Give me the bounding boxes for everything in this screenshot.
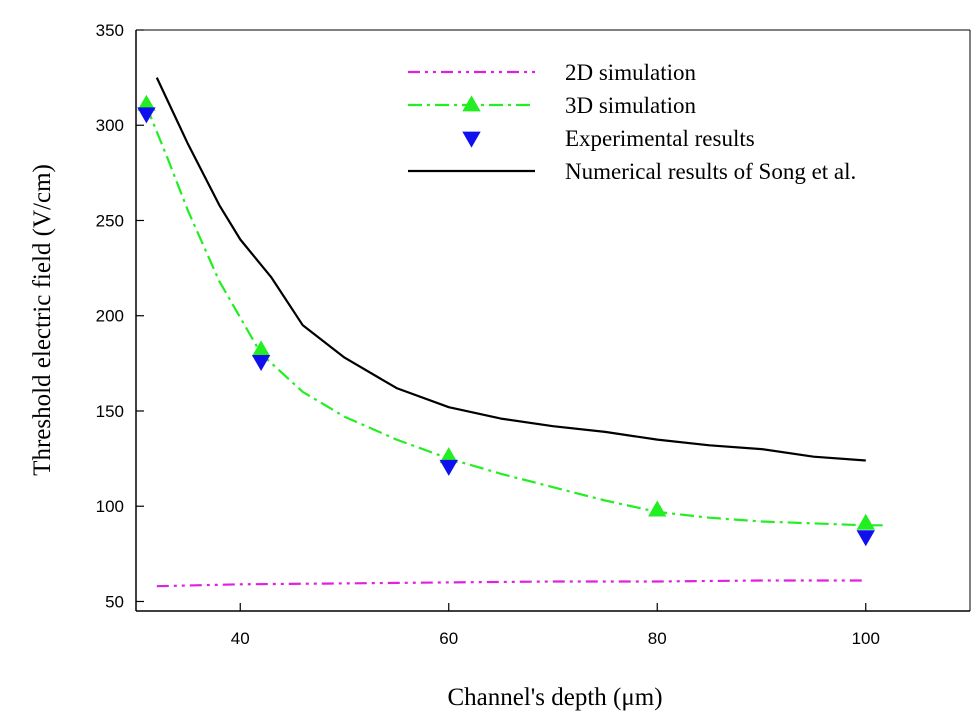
data-point-triangle-up [856,513,875,530]
legend: 2D simulation 3D simulation Experimental r… [408,60,856,184]
y-tick-label: 250 [96,211,124,230]
data-point-triangle-down [137,107,156,124]
x-tick-label: 100 [852,629,880,648]
data-point-triangle-down [251,355,271,372]
series-line [145,105,887,527]
legend-item: 3D simulation [408,93,696,118]
data-point-triangle-up [251,340,271,357]
legend-label: Numerical results of Song et al. [565,159,856,184]
series-numerical-results-of-song-et-al [155,77,866,462]
x-tick-label: 60 [439,629,458,648]
series-layer [137,77,887,588]
y-tick-label: 50 [105,592,124,611]
legend-item: Numerical results of Song et al. [408,159,856,184]
legend-label: 3D simulation [565,93,696,118]
legend-label: 2D simulation [565,60,696,85]
legend-item: Experimental results [462,126,755,151]
legend-marker-triangle-down [462,131,481,148]
y-tick-label: 350 [96,21,124,40]
data-point-triangle-down [856,530,875,547]
x-tick-label: 80 [648,629,667,648]
legend-item: 2D simulation [408,60,696,85]
series-3d-simulation [137,94,887,530]
y-tick-label: 200 [96,307,124,326]
y-tick-label: 300 [96,116,124,135]
data-point-triangle-down [439,459,458,476]
y-tick-label: 100 [96,497,124,516]
x-tick-label: 40 [231,629,250,648]
series-2d-simulation [156,579,866,588]
data-point-triangle-up [439,447,458,464]
axis-ticks: 50 100 150 200 250 300 350 40 60 80 100 [96,21,880,648]
plot-frame [135,29,971,612]
x-axis-title: Channel's depth (μm) [447,684,662,711]
y-tick-label: 150 [96,402,124,421]
series-line [156,579,866,588]
data-point-triangle-up [137,94,156,111]
data-point-triangle-up [648,500,667,517]
legend-label: Experimental results [565,126,755,151]
series-line [155,77,866,462]
legend-marker-triangle-up [462,95,481,112]
series-experimental-results [137,107,875,547]
y-axis-title: Threshold electric field (V/cm) [29,164,56,476]
